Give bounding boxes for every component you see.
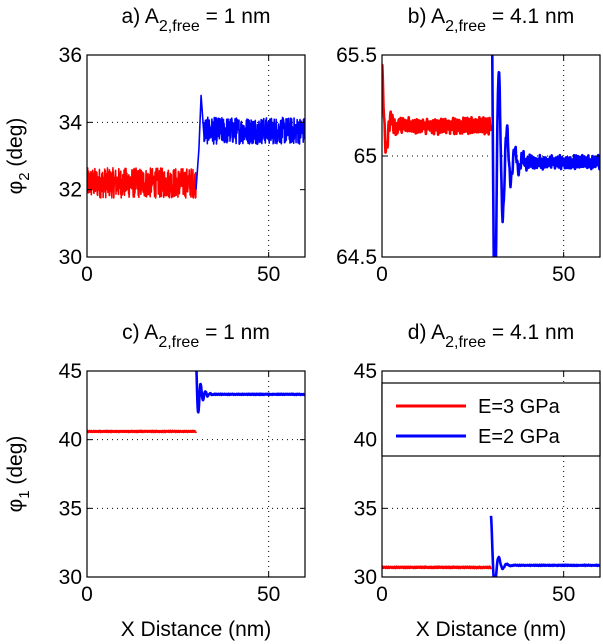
panel-a: 0 50 30 32 34 36 a) A2,free = 1 nm φ2 (deg): [4, 5, 306, 286]
y-tick-label: 64.5: [336, 246, 377, 269]
y-tick-label: 34: [59, 111, 83, 134]
plot-area: [382, 515, 600, 577]
plot-area: [87, 94, 305, 199]
series-line: [382, 63, 493, 154]
x-tick-label: 0: [81, 263, 93, 286]
plot-area: [87, 371, 305, 434]
series-line: [87, 167, 197, 199]
y-tick-label: 40: [59, 429, 82, 452]
series-line: [195, 94, 305, 190]
series-line: [195, 371, 305, 414]
series-line: [489, 515, 600, 577]
y-tick-label: 65.5: [336, 44, 377, 67]
x-axis-label: X Distance (nm): [121, 618, 272, 641]
y-tick-label: 30: [59, 566, 82, 589]
axes-box: [86, 370, 306, 578]
panel-c: 0 50 30 35 40 45 c) A2,free = 1 nm X Distance (…: [4, 321, 306, 641]
y-tick-label: 45: [59, 360, 82, 383]
legend: E=3 GPa E=2 GPa: [381, 382, 601, 457]
x-axis-label: X Distance (nm): [416, 618, 567, 641]
series-line: [382, 565, 493, 570]
series-line: [490, 55, 600, 257]
plot-area: [382, 55, 600, 257]
series-line: [87, 429, 198, 434]
panel-b: 0 50 64.5 65 65.5 b) A2,free = 4.1 nm: [336, 5, 601, 286]
y-tick-label: 32: [59, 179, 82, 202]
x-tick-label: 0: [376, 263, 388, 286]
axes-box: [381, 370, 601, 578]
y-tick-label: 36: [59, 44, 82, 67]
y-tick-label: 45: [354, 360, 377, 383]
x-tick-label: 50: [552, 263, 575, 286]
y-axis-label: φ2 (deg): [4, 118, 33, 195]
y-tick-label: 35: [354, 497, 377, 520]
panel-title: d) A2,free = 4.1 nm: [408, 321, 574, 351]
legend-box: [381, 382, 601, 457]
panel-d: 0 50 30 35 40 45 d) A2,free = 4.1 nm X Distance…: [354, 321, 601, 641]
panel-title: b) A2,free = 4.1 nm: [408, 5, 574, 35]
y-tick-label: 30: [354, 566, 377, 589]
x-tick-label: 0: [81, 583, 93, 606]
y-tick-label: 65: [354, 145, 377, 168]
legend-label: E=2 GPa: [478, 426, 561, 448]
x-tick-label: 50: [257, 263, 280, 286]
panel-title: a) A2,free = 1 nm: [122, 5, 271, 35]
axes-box: [86, 54, 306, 258]
panel-title: c) A2,free = 1 nm: [122, 321, 270, 351]
y-tick-label: 40: [354, 429, 377, 452]
legend-label: E=3 GPa: [478, 396, 561, 418]
y-tick-label: 35: [59, 497, 82, 520]
x-tick-label: 50: [552, 583, 575, 606]
y-axis-label: φ1 (deg): [4, 436, 33, 513]
x-tick-label: 0: [376, 583, 388, 606]
y-tick-label: 30: [59, 246, 82, 269]
x-tick-label: 50: [257, 583, 280, 606]
